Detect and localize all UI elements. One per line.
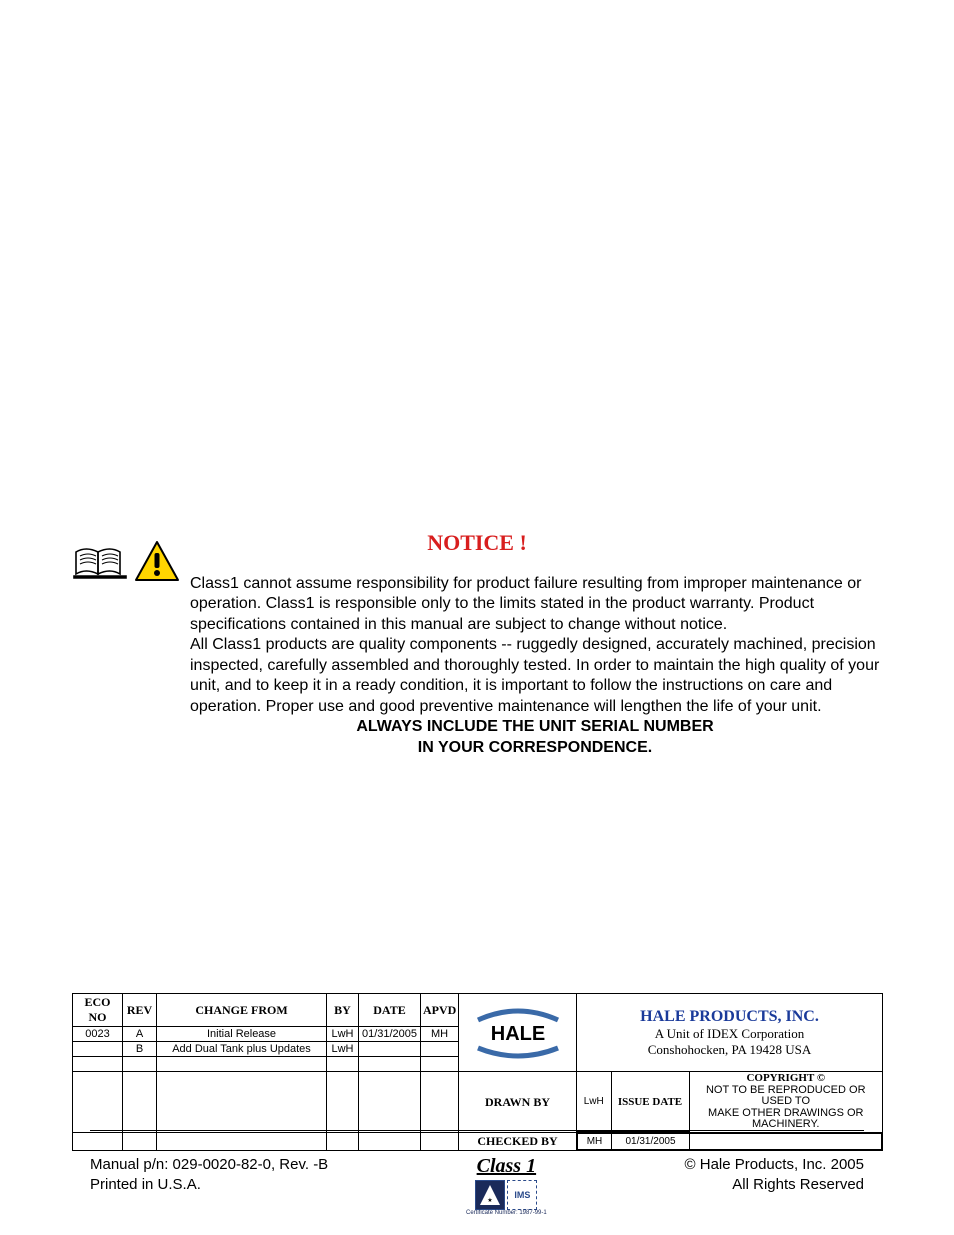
company-block: HALE PRODUCTS, INC. A Unit of IDEX Corpo… xyxy=(577,994,883,1072)
ansi-rab-badge: ★ xyxy=(475,1180,505,1210)
page-footer: Manual p/n: 029-0020-82-0, Rev. -B Print… xyxy=(90,1155,864,1216)
col-apvd: APVD xyxy=(421,994,459,1027)
notice-body: Class1 cannot assume responsibility for … xyxy=(190,574,880,759)
col-date: DATE xyxy=(359,994,421,1027)
printed-in-usa: Printed in U.S.A. xyxy=(90,1175,328,1195)
issue-date-label: ISSUE DATE xyxy=(611,1072,689,1132)
checked-by-value: MH xyxy=(578,1134,612,1150)
table-row: CHECKED BY MH 01/31/2005 xyxy=(73,1133,883,1151)
col-by: BY xyxy=(327,994,359,1027)
svg-text:★: ★ xyxy=(488,1197,493,1204)
drawn-by-value: LwH xyxy=(577,1072,611,1132)
company-line2: Conshohocken, PA 19428 USA xyxy=(579,1042,880,1058)
footer-right: © Hale Products, Inc. 2005 All Rights Re… xyxy=(685,1155,864,1194)
ims-badge: IMS xyxy=(507,1180,537,1210)
cert-badges: ★ IMS xyxy=(466,1180,547,1210)
notice-paragraph-1: Class1 cannot assume responsibility for … xyxy=(190,574,880,635)
checked-by-label: CHECKED BY xyxy=(459,1133,577,1151)
revision-title-block: ECO NO REV CHANGE FROM BY DATE APVD HALE… xyxy=(72,993,882,1151)
company-line1: A Unit of IDEX Corporation xyxy=(579,1026,880,1042)
notice-paragraph-2: All Class1 products are quality componen… xyxy=(190,635,880,717)
table-row: DRAWN BY LwH ISSUE DATE COPYRIGHT © NOT … xyxy=(73,1072,883,1133)
revision-table: ECO NO REV CHANGE FROM BY DATE APVD HALE… xyxy=(72,993,883,1151)
col-eco-no: ECO NO xyxy=(73,994,123,1027)
footer-center: Class 1 ★ IMS Certificate Number: 1987-9… xyxy=(466,1155,547,1216)
notice-icons xyxy=(72,540,180,587)
book-icon xyxy=(72,542,128,587)
footer-left: Manual p/n: 029-0020-82-0, Rev. -B Print… xyxy=(90,1155,328,1194)
checked-date-value: 01/31/2005 xyxy=(612,1134,690,1150)
footer-divider xyxy=(90,1130,864,1131)
manual-part-number: Manual p/n: 029-0020-82-0, Rev. -B xyxy=(90,1155,328,1175)
copyright-line1: NOT TO BE REPRODUCED OR USED TO xyxy=(692,1085,881,1108)
copyright-line2: MAKE OTHER DRAWINGS OR MACHINERY. xyxy=(692,1108,881,1131)
notice-heading: NOTICE ! xyxy=(72,530,882,556)
drawn-by-label: DRAWN BY xyxy=(459,1072,577,1133)
footer-copyright: © Hale Products, Inc. 2005 xyxy=(685,1155,864,1175)
col-change: CHANGE FROM xyxy=(157,994,327,1027)
always-line-2: IN YOUR CORRESPONDENCE. xyxy=(190,738,880,759)
always-include-block: ALWAYS INCLUDE THE UNIT SERIAL NUMBER IN… xyxy=(190,717,880,759)
notice-section: NOTICE ! Class1 cannot assume responsibi… xyxy=(72,530,882,759)
class1-logo: Class 1 xyxy=(466,1155,547,1178)
hale-logo: HALE xyxy=(461,1006,574,1060)
hale-logo-cell: HALE xyxy=(459,994,577,1072)
cert-number-line: Certificate Number: 1987-99-1 xyxy=(466,1210,547,1216)
company-name: HALE PRODUCTS, INC. xyxy=(579,1008,880,1026)
col-rev: REV xyxy=(123,994,157,1027)
copyright-title: COPYRIGHT © xyxy=(692,1073,881,1085)
always-line-1: ALWAYS INCLUDE THE UNIT SERIAL NUMBER xyxy=(190,717,880,738)
footer-rights: All Rights Reserved xyxy=(685,1175,864,1195)
copyright-cell: COPYRIGHT © NOT TO BE REPRODUCED OR USED… xyxy=(689,1072,882,1132)
warning-icon xyxy=(134,540,180,587)
svg-text:HALE: HALE xyxy=(490,1023,544,1045)
